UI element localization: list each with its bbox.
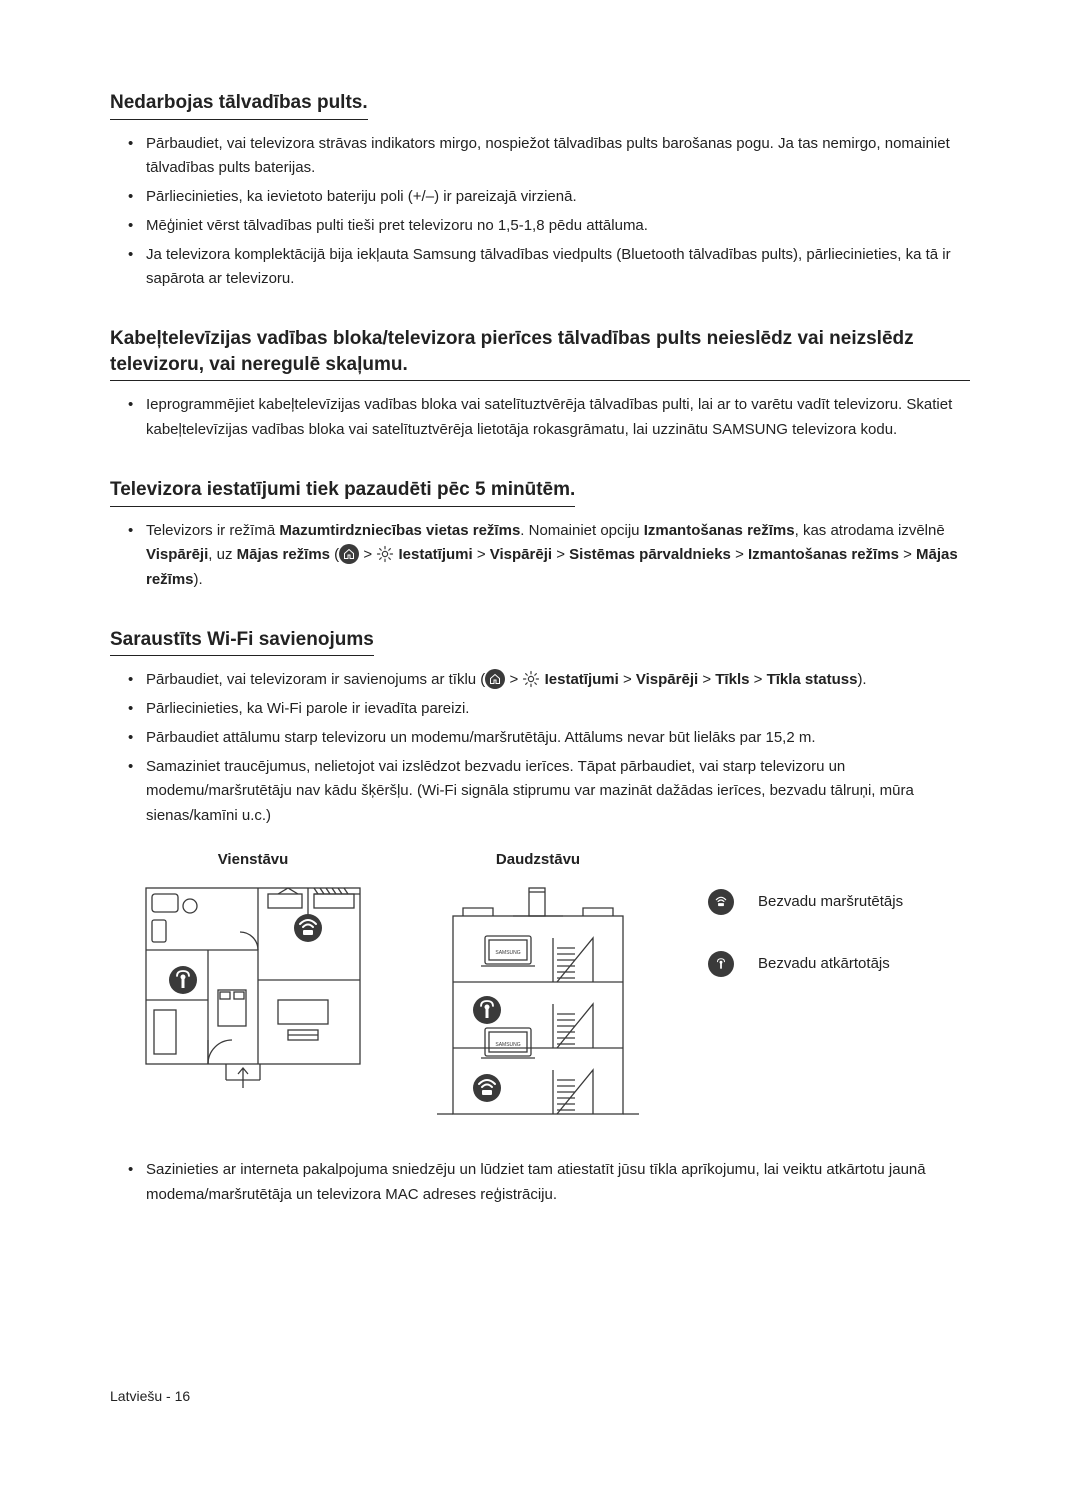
bullet-item: Pārbaudiet, vai televizora strāvas indik… xyxy=(128,132,970,182)
bullet-item: Pārliecinieties, ka ievietoto bateriju p… xyxy=(128,185,970,210)
multi-story-label: Daudzstāvu xyxy=(408,851,668,868)
home-icon xyxy=(339,544,359,564)
bullet-list: Sazinieties ar interneta pakalpojuma sni… xyxy=(128,1158,970,1208)
single-story-diagram xyxy=(138,880,368,1090)
single-story-block: Vienstāvu xyxy=(128,851,378,1090)
bullet-item: Pārliecinieties, ka Wi-Fi parole ir ieva… xyxy=(128,697,970,722)
router-icon xyxy=(708,889,734,915)
legend-block: Bezvadu maršrutētājs Bezvadu atkārtotājs xyxy=(708,889,903,1013)
legend-label: Bezvadu maršrutētājs xyxy=(758,893,903,910)
bullet-item: Televizors ir režīmā Mazumtirdzniecības … xyxy=(128,519,970,593)
page-footer: Latviešu - 16 xyxy=(110,1388,190,1404)
bullet-list: Televizors ir režīmā Mazumtirdzniecības … xyxy=(128,519,970,593)
home-icon xyxy=(485,669,505,689)
wifi-diagram-row: Vienstāvu xyxy=(128,851,970,1130)
legend-label: Bezvadu atkārtotājs xyxy=(758,955,890,972)
section-heading: Kabeļtelevīzijas vadības bloka/televizor… xyxy=(110,326,970,381)
bullet-list: Pārbaudiet, vai televizora strāvas indik… xyxy=(128,132,970,293)
bullet-item: Ieprogrammējiet kabeļtelevīzijas vadības… xyxy=(128,393,970,443)
bullet-item: Mēģiniet vērst tālvadības pulti tieši pr… xyxy=(128,214,970,239)
legend-item: Bezvadu maršrutētājs xyxy=(708,889,903,915)
multi-story-diagram: SAMSUNG SAMSUNG xyxy=(433,880,643,1130)
legend-item: Bezvadu atkārtotājs xyxy=(708,951,903,977)
gear-icon xyxy=(376,545,394,563)
section-heading: Saraustīts Wi-Fi savienojums xyxy=(110,627,374,657)
repeater-icon xyxy=(708,951,734,977)
document-body: Nedarbojas tālvadības pults. Pārbaudiet, … xyxy=(110,90,970,1207)
svg-text:SAMSUNG: SAMSUNG xyxy=(495,950,520,956)
bullet-item: Ja televizora komplektācijā bija iekļaut… xyxy=(128,243,970,293)
section-heading: Televizora iestatījumi tiek pazaudēti pē… xyxy=(110,477,575,507)
multi-story-block: Daudzstāvu xyxy=(408,851,668,1130)
gear-icon xyxy=(522,670,540,688)
bullet-item: Samaziniet traucējumus, nelietojot vai i… xyxy=(128,755,970,829)
bullet-item: Pārbaudiet, vai televizoram ir savienoju… xyxy=(128,668,970,693)
single-story-label: Vienstāvu xyxy=(128,851,378,868)
bullet-item: Pārbaudiet attālumu starp televizoru un … xyxy=(128,726,970,751)
bullet-item: Sazinieties ar interneta pakalpojuma sni… xyxy=(128,1158,970,1208)
svg-text:SAMSUNG: SAMSUNG xyxy=(495,1042,520,1048)
section-heading: Nedarbojas tālvadības pults. xyxy=(110,90,368,120)
bullet-list: Pārbaudiet, vai televizoram ir savienoju… xyxy=(128,668,970,829)
bullet-list: Ieprogrammējiet kabeļtelevīzijas vadības… xyxy=(128,393,970,443)
